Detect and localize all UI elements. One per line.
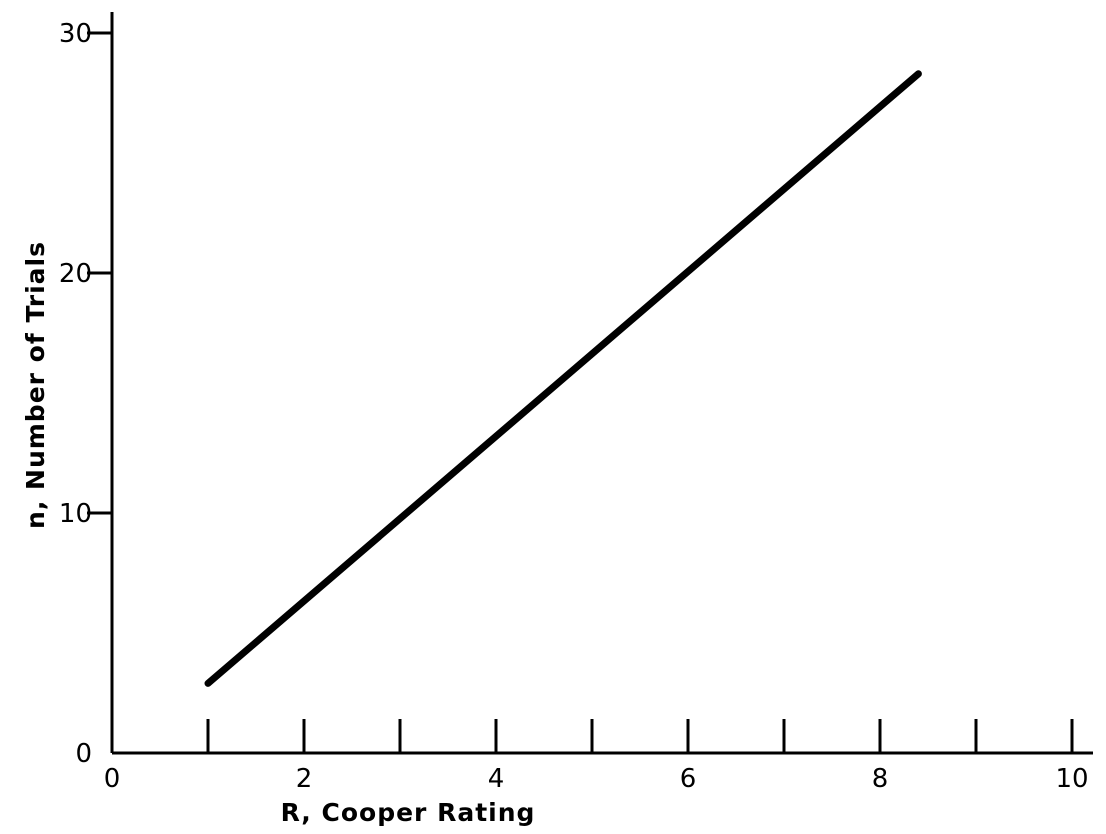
y-tick-label: 0 — [75, 739, 92, 769]
y-tick-label: 30 — [59, 19, 92, 49]
x-axis-label: R, Cooper Rating — [281, 798, 536, 827]
ticks — [87, 31, 1074, 753]
x-tick-label: 6 — [680, 764, 697, 794]
y-tick-label: 20 — [59, 259, 92, 289]
y-axis-label: n, Number of Trials — [21, 241, 50, 529]
x-tick-label: 4 — [488, 764, 505, 794]
x-tick-label: 0 — [104, 764, 121, 794]
y-tick-label: 10 — [59, 499, 92, 529]
x-tick-label: 2 — [296, 764, 313, 794]
series-line — [204, 70, 922, 687]
x-tick-label: 10 — [1055, 764, 1088, 794]
x-tick-label: 8 — [872, 764, 889, 794]
tick-labels: 0 2 4 6 8 10 0 10 20 30 — [59, 19, 1089, 794]
axes — [110, 12, 1093, 755]
series — [204, 70, 922, 687]
